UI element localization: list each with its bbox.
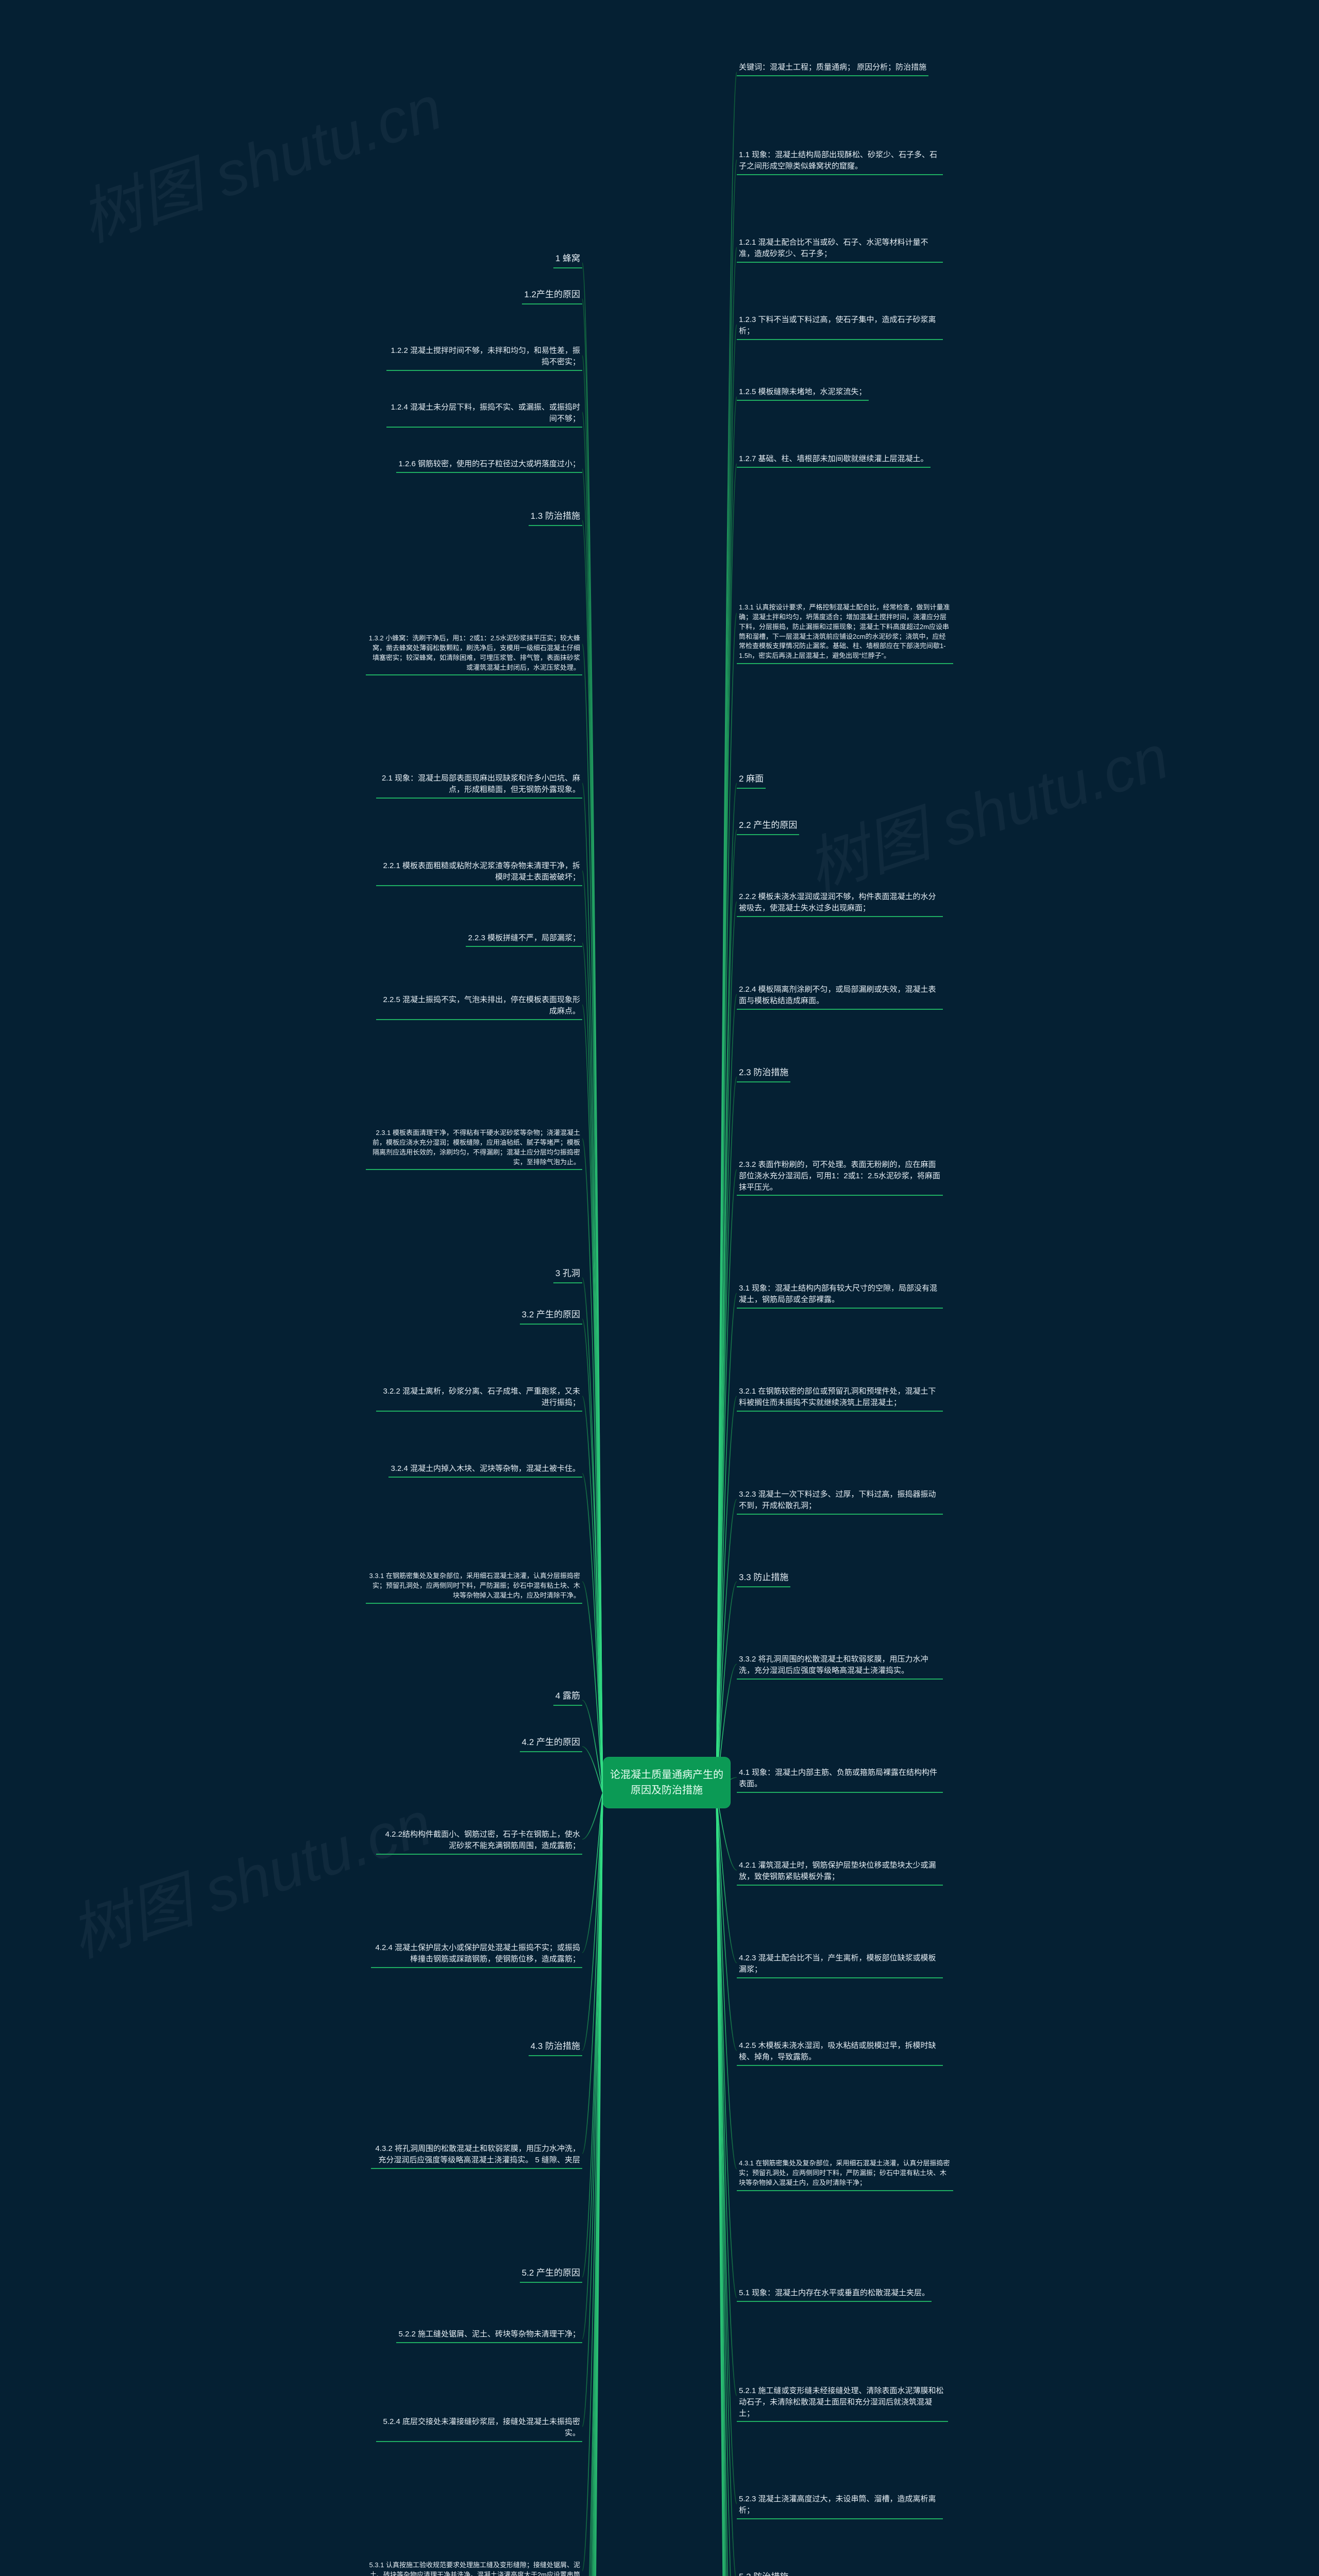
node-n2_2_4: 2.2.4 模板隔离剂涂刷不匀，或局部漏刷或失效，混凝土表面与模板粘结造成麻面。 xyxy=(737,983,943,1010)
node-n1_2_6: 1.2.6 钢筋较密，使用的石子粒径过大或坍落度过小； xyxy=(386,457,582,473)
node-n5_2_2: 5.2.2 施工缝处锯屑、泥土、砖块等杂物未清理干净； xyxy=(376,2328,582,2343)
node-n2_2_2: 2.2.2 模板未浇水湿润或湿润不够，构件表面混凝土的水分被吸去，使混凝土失水过… xyxy=(737,890,943,917)
node-n5_1: 5.1 现象：混凝土内存在水平或垂直的松散混凝土夹层。 xyxy=(737,2286,943,2302)
node-n0: 关键词：混凝土工程；质量通病； 原因分析；防治措施 xyxy=(737,61,943,76)
node-n1_2_4: 1.2.4 混凝土未分层下料，振捣不实、或漏振、或振捣时间不够； xyxy=(386,401,582,428)
node-n2_1: 2.1 现象：混凝土局部表面现麻出现缺浆和许多小凹坑、麻点，形成粗糙面，但无钢筋… xyxy=(376,772,582,799)
node-n3_1: 3.1 现象：混凝土结构内部有较大尺寸的空隙，局部没有混凝土，钢筋局部或全部裸露… xyxy=(737,1282,943,1309)
node-n1_2_1: 1.2.1 混凝土配合比不当或砂、石子、水泥等材料计量不准，造成砂浆少、石子多； xyxy=(737,236,943,263)
center-topic: 论混凝土质量通病产生的 原因及防治措施 xyxy=(603,1757,731,1808)
node-n2_2_3: 2.2.3 模板拼缝不严，局部漏浆； xyxy=(397,931,582,947)
node-n2_3_2: 2.3.2 表面作粉刷的，可不处理。表面无粉刷的，应在麻面部位浇水充分湿润后，可… xyxy=(737,1158,943,1196)
node-n1_1: 1.1 现象：混凝土结构局部出现酥松、砂浆少、石子多、石子之间形成空隙类似蜂窝状… xyxy=(737,148,943,175)
node-n4_2_1: 4.2.1 灌筑混凝土时，钢筋保护层垫块位移或垫块太少或漏放，致使钢筋紧贴模板外… xyxy=(737,1859,943,1886)
node-n1_2_7: 1.2.7 基础、柱、墙根部未加间歇就继续灌上层混凝土。 xyxy=(737,452,943,468)
node-n1_2: 1.2产生的原因 xyxy=(489,287,582,304)
node-n3_3_2: 3.3.2 将孔洞周围的松散混凝土和软弱浆膜，用压力水冲洗，充分湿润后应强度等级… xyxy=(737,1653,943,1680)
node-n3_3_1: 3.3.1 在钢筋密集处及复杂部位，采用细石混凝土浇灌，认真分层振捣密实；预留孔… xyxy=(366,1570,582,1604)
node-n4_2_4: 4.2.4 混凝土保护层太小或保护层处混凝土振捣不实；或振捣棒撞击钢筋或踩踏钢筋… xyxy=(371,1941,582,1968)
node-n4_3: 4.3 防治措施 xyxy=(479,2039,582,2056)
mindmap-stage: 树图 shutu.cn 树图 shutu.cn 树图 shutu.cn 树图 s… xyxy=(0,0,1319,2576)
node-n5_2_4: 5.2.4 底层交接处未灌接缝砂浆层，接缝处混凝土未振捣密实。 xyxy=(376,2415,582,2442)
node-n1_2_3: 1.2.3 下料不当或下料过高，使石子集中，造成石子砂浆离析； xyxy=(737,313,943,340)
node-n1_3: 1.3 防治措施 xyxy=(489,509,582,526)
node-n4_2: 4.2 产生的原因 xyxy=(479,1735,582,1752)
node-n4_2_3: 4.2.3 混凝土配合比不当，产生离析，模板部位缺浆或模板漏浆； xyxy=(737,1952,943,1978)
node-n2_2_5: 2.2.5 混凝土振捣不实，气泡未排出，停在模板表面现象形成麻点。 xyxy=(376,993,582,1020)
node-n4_3_2: 4.3.2 将孔洞周围的松散混凝土和软弱浆膜，用压力水冲洗，充分湿润后应强度等级… xyxy=(371,2142,582,2169)
node-n1_3_2: 1.3.2 小蜂窝：洗刷干净后，用1：2或1：2.5水泥砂浆抹平压实；较大蜂窝，… xyxy=(366,633,582,675)
node-n5_2_1: 5.2.1 施工缝或变形缝未经接缝处理、清除表面水泥薄膜和松动石子，未清除松散混… xyxy=(737,2384,948,2422)
node-n1: 1 蜂窝 xyxy=(520,251,582,268)
node-n1_3_1: 1.3.1 认真按设计要求，严格控制混凝土配合比，经常检查，做到计量准确；混凝土… xyxy=(737,602,953,664)
node-n3_2_2: 3.2.2 混凝土离析，砂浆分离、石子成堆、严重跑浆，又未进行振捣； xyxy=(376,1385,582,1412)
node-n5_3: 5.3 防治措施 xyxy=(737,2570,840,2576)
center-title: 论混凝土质量通病产生的 原因及防治措施 xyxy=(610,1769,723,1796)
node-n3_3: 3.3 防止措施 xyxy=(737,1570,840,1587)
node-n2_2: 2.2 产生的原因 xyxy=(737,818,840,835)
node-n2_2_1: 2.2.1 模板表面粗糙或粘附水泥浆渣等杂物未清理干净，拆模时混凝土表面被破坏； xyxy=(376,859,582,886)
node-n5_2: 5.2 产生的原因 xyxy=(479,2266,582,2283)
node-n4_2_5: 4.2.5 木模板未浇水湿润，吸水粘结或脱模过早，拆模时缺棱、掉角，导致露筋。 xyxy=(737,2039,943,2066)
node-n3_2_1: 3.2.1 在钢筋较密的部位或预留孔洞和预埋件处，混凝土下料被搁住而未振捣不实就… xyxy=(737,1385,943,1412)
node-n5_2_3: 5.2.3 混凝土浇灌高度过大，未设串筒、溜槽，造成离析离析； xyxy=(737,2493,943,2519)
node-n2: 2 麻面 xyxy=(737,772,799,789)
node-n1_2_2: 1.2.2 混凝土搅拌时间不够，未拌和均匀，和易性差，振捣不密实； xyxy=(386,344,582,371)
node-n4_2_2: 4.2.2结构构件截面小、钢筋过密，石子卡在钢筋上，使水泥砂浆不能充满钢筋周围，… xyxy=(376,1828,582,1855)
node-n2_3: 2.3 防治措施 xyxy=(737,1065,840,1082)
node-n3_2_3: 3.2.3 混凝土一次下料过多、过厚，下料过高，振捣器振动不到，开成松散孔洞； xyxy=(737,1488,943,1515)
edges-layer xyxy=(0,0,1319,2576)
node-n5_3_1: 5.3.1 认真按施工验收规范要求处理施工缝及变形缝隙；接缝处锯屑、泥土、砖块等… xyxy=(366,2560,582,2576)
node-n3_2: 3.2 产生的原因 xyxy=(479,1308,582,1325)
node-n3: 3 孔洞 xyxy=(520,1266,582,1283)
node-n3_2_4: 3.2.4 混凝土内掉入木块、泥块等杂物，混凝土被卡住。 xyxy=(376,1462,582,1478)
node-n1_2_5: 1.2.5 模板缝隙未堵地，水泥浆流失； xyxy=(737,385,943,401)
node-n2_3_1: 2.3.1 模板表面清理干净，不得粘有干硬水泥砂浆等杂物；浇灌混凝土前，模板应浇… xyxy=(366,1127,582,1170)
node-n4: 4 露筋 xyxy=(520,1689,582,1706)
node-n4_3_1: 4.3.1 在钢筋密集处及复杂部位，采用细石混凝土浇灌，认真分层振捣密实；预留孔… xyxy=(737,2158,953,2191)
node-n4_1: 4.1 现象：混凝土内部主筋、负筋或箍筋局裸露在结构构件表面。 xyxy=(737,1766,943,1793)
